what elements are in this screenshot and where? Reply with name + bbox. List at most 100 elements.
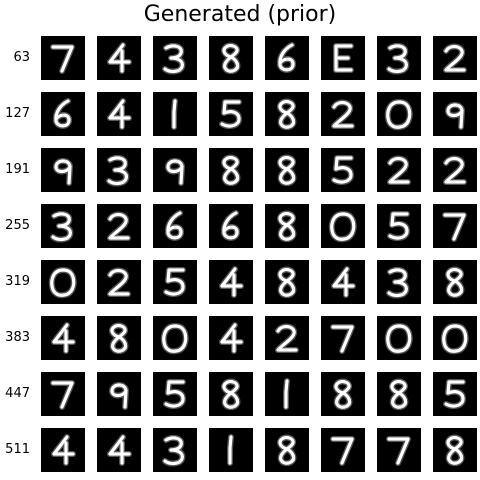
digit-tile [209,148,253,192]
digit-glyph [162,434,186,467]
digit-tile [41,372,85,416]
digit-glyph [333,43,354,73]
digit-tile [265,204,309,248]
digit-tile [377,204,421,248]
digit-tile [97,148,141,192]
digit-tile [321,204,365,248]
digit-glyph [444,266,465,299]
row-label: 447 [5,386,30,401]
digit-glyph [443,155,467,185]
digit-glyph [220,210,241,241]
digit-glyph [220,42,241,75]
digit-glyph [220,154,241,187]
digit-tile [433,148,477,192]
digit-tile [321,92,365,136]
digit-glyph [164,210,185,241]
digit-tile [265,428,309,472]
digit-glyph [107,267,131,297]
digit-tile [377,260,421,304]
digit-tile [153,36,197,80]
digit-glyph [283,378,290,410]
digit-tile [433,36,477,80]
digit-glyph [443,379,466,410]
digit-tile [97,372,141,416]
digit-tile [265,372,309,416]
digit-tile [433,92,477,136]
digit-tile [209,92,253,136]
digit-glyph [219,322,244,354]
digit-tile [377,316,421,360]
digit-tile [97,204,141,248]
digit-tile [265,260,309,304]
row-label: 255 [5,218,30,233]
figure-title: Generated (prior) [143,2,337,27]
digit-glyph [107,211,131,241]
digit-tile [153,204,197,248]
digit-glyph [332,378,353,411]
digit-glyph [444,434,465,467]
digit-glyph [163,379,186,410]
digit-glyph [331,99,355,129]
digit-tile [209,372,253,416]
digit-tile [97,316,141,360]
digit-glyph [52,98,73,129]
digit-glyph [51,434,76,466]
digit-tile [377,372,421,416]
digit-tile [41,36,85,80]
digit-tile [265,148,309,192]
digit-tile [433,428,477,472]
digit-tile [153,428,197,472]
digit-tile [153,148,197,192]
digit-glyph [171,98,178,130]
digit-glyph [386,266,410,299]
digit-glyph [107,42,132,74]
digit-tile [265,36,309,80]
digit-glyph [331,266,356,298]
digit-tile [41,428,85,472]
digit-tile [209,428,253,472]
digit-tile [209,260,253,304]
digit-tile [41,92,85,136]
digit-glyph [108,322,129,355]
digit-tile [377,428,421,472]
digit-tile [265,92,309,136]
digit-glyph [109,382,129,410]
digit-glyph [387,155,411,185]
digit-tile [377,36,421,80]
digit-tile [321,260,365,304]
digit-glyph [106,154,130,187]
digit-glyph [331,155,354,186]
digit-glyph [51,322,76,354]
digit-glyph [50,210,74,243]
digit-glyph [328,211,357,243]
digit-tile [209,204,253,248]
digit-tile [41,148,85,192]
digit-glyph [53,158,73,186]
digit-glyph [220,378,241,411]
digit-tile [433,372,477,416]
row-label: 319 [5,274,30,289]
digit-glyph [160,323,189,355]
digit-tile [321,372,365,416]
digit-glyph [445,102,465,130]
digit-glyph [107,434,132,466]
digit-glyph [443,43,467,73]
digit-glyph [48,267,77,299]
digit-glyph [384,323,413,355]
digit-tile [41,260,85,304]
digit-tile [97,260,141,304]
digit-tile [153,92,197,136]
digit-tile [321,36,365,80]
digit-glyph [276,434,297,467]
digit-glyph [276,154,297,187]
digit-tile [433,316,477,360]
row-label: 191 [5,162,30,177]
digit-glyph [442,212,467,242]
row-label: 127 [5,106,30,121]
digit-glyph [387,211,410,242]
digit-glyph [276,266,297,299]
digit-glyph [386,42,410,75]
digit-glyph [330,436,355,466]
digit-tile [209,36,253,80]
digit-glyph [388,378,409,411]
